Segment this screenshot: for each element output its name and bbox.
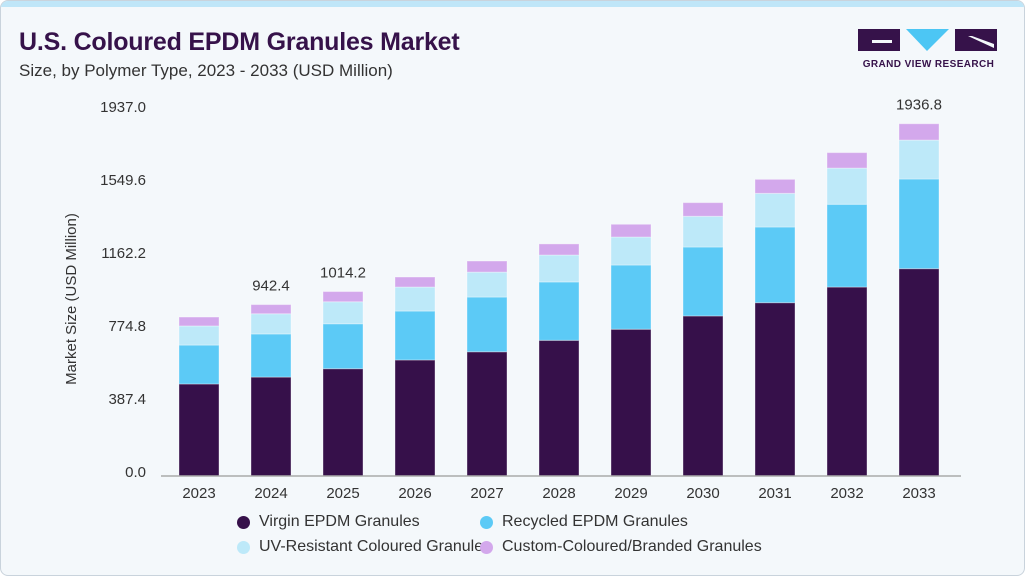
bar-segment-custom-coloured-branded-granules-2023: [178, 316, 220, 327]
data-label: 1014.2: [320, 265, 366, 282]
legend-swatch-icon: [480, 515, 493, 529]
bar-segment-custom-coloured-branded-granules-2025: [322, 291, 364, 303]
x-tick-label: 2031: [758, 485, 791, 502]
legend-item: UV-Resistant Coloured Granules: [237, 538, 491, 556]
legend-swatch-icon: [237, 540, 250, 554]
logo-text: GRAND VIEW RESEARCH: [862, 59, 995, 70]
bar-segment-recycled-epdm-granules-2029: [610, 264, 652, 330]
bar-segment-recycled-epdm-granules-2031: [754, 226, 796, 304]
bar-segment-custom-coloured-branded-granules-2027: [466, 260, 508, 273]
bar-segment-custom-coloured-branded-granules-2033: [898, 123, 940, 141]
bar-segment-uv-resistant-coloured-granules-2023: [178, 325, 220, 346]
bar-segment-uv-resistant-coloured-granules-2027: [466, 271, 508, 298]
x-tick-label: 2023: [182, 485, 215, 502]
bar-segment-uv-resistant-coloured-granules-2024: [250, 313, 292, 335]
legend-label: Recycled EPDM Granules: [502, 513, 688, 530]
bar-segment-recycled-epdm-granules-2026: [394, 310, 436, 361]
legend-swatch-icon: [237, 515, 250, 529]
logo-mark-icon: [858, 29, 997, 51]
bar-segment-virgin-epdm-granules-2027: [466, 351, 508, 477]
legend-item: Custom-Coloured/Branded Granules: [480, 538, 762, 556]
legend-item: Recycled EPDM Granules: [480, 513, 688, 531]
bar-segment-recycled-epdm-granules-2028: [538, 281, 580, 341]
bar-segment-recycled-epdm-granules-2025: [322, 323, 364, 370]
bar-segment-custom-coloured-branded-granules-2031: [754, 178, 796, 194]
y-tick-label: 774.8: [108, 318, 146, 335]
bar-segment-virgin-epdm-granules-2033: [898, 268, 940, 477]
bar-segment-uv-resistant-coloured-granules-2029: [610, 236, 652, 266]
bar-segment-custom-coloured-branded-granules-2026: [394, 276, 436, 288]
x-tick-label: 2030: [686, 485, 719, 502]
x-tick-label: 2029: [614, 485, 647, 502]
legend-item: Virgin EPDM Granules: [237, 513, 420, 531]
legend-label: Virgin EPDM Granules: [259, 513, 420, 530]
bar-segment-custom-coloured-branded-granules-2028: [538, 243, 580, 256]
y-tick-label: 1549.6: [100, 172, 146, 189]
bar-segment-custom-coloured-branded-granules-2029: [610, 223, 652, 238]
bar-segment-virgin-epdm-granules-2026: [394, 359, 436, 477]
bar-segment-virgin-epdm-granules-2029: [610, 328, 652, 477]
bar-segment-virgin-epdm-granules-2025: [322, 368, 364, 477]
chart-subtitle: Size, by Polymer Type, 2023 - 2033 (USD …: [19, 61, 393, 80]
x-tick-label: 2024: [254, 485, 287, 502]
bar-segment-recycled-epdm-granules-2030: [682, 246, 724, 317]
bar-segment-uv-resistant-coloured-granules-2033: [898, 139, 940, 180]
bar-segment-virgin-epdm-granules-2031: [754, 302, 796, 477]
data-label: 942.4: [252, 278, 290, 295]
x-tick-label: 2032: [830, 485, 863, 502]
bar-segment-recycled-epdm-granules-2032: [826, 203, 868, 288]
y-axis-label: Market Size (USD Million): [63, 213, 80, 385]
bar-segment-virgin-epdm-granules-2028: [538, 339, 580, 477]
x-tick-label: 2027: [470, 485, 503, 502]
x-tick-label: 2028: [542, 485, 575, 502]
y-tick-label: 387.4: [108, 391, 146, 408]
bar-segment-uv-resistant-coloured-granules-2030: [682, 215, 724, 248]
x-tick-label: 2033: [902, 485, 935, 502]
bar-segment-uv-resistant-coloured-granules-2025: [322, 301, 364, 325]
bar-segment-custom-coloured-branded-granules-2030: [682, 202, 724, 217]
chart-title: U.S. Coloured EPDM Granules Market: [19, 28, 460, 56]
legend-swatch-icon: [480, 540, 493, 554]
bar-segment-uv-resistant-coloured-granules-2032: [826, 167, 868, 205]
y-tick-label: 0.0: [125, 464, 146, 481]
data-label: 1936.8: [896, 97, 942, 114]
bar-segment-recycled-epdm-granules-2027: [466, 296, 508, 353]
bar-segment-uv-resistant-coloured-granules-2031: [754, 192, 796, 228]
bar-segment-virgin-epdm-granules-2024: [250, 376, 292, 477]
bar-segment-custom-coloured-branded-granules-2032: [826, 152, 868, 169]
bar-segment-virgin-epdm-granules-2032: [826, 286, 868, 477]
x-tick-label: 2025: [326, 485, 359, 502]
bar-segment-virgin-epdm-granules-2030: [682, 315, 724, 477]
x-tick-label: 2026: [398, 485, 431, 502]
y-tick-label: 1162.2: [101, 245, 146, 262]
bar-segment-custom-coloured-branded-granules-2024: [250, 304, 292, 315]
grand-view-research-logo: GRAND VIEW RESEARCH: [856, 28, 1001, 73]
bar-segment-virgin-epdm-granules-2023: [178, 383, 220, 477]
bar-segment-recycled-epdm-granules-2023: [178, 344, 220, 385]
y-tick-label: 1937.0: [100, 99, 146, 116]
bar-segment-uv-resistant-coloured-granules-2026: [394, 286, 436, 312]
legend-label: Custom-Coloured/Branded Granules: [502, 538, 762, 555]
legend-label: UV-Resistant Coloured Granules: [259, 538, 492, 555]
bar-segment-recycled-epdm-granules-2024: [250, 333, 292, 378]
top-accent-bar: [1, 1, 1024, 7]
bar-segment-recycled-epdm-granules-2033: [898, 178, 940, 270]
bar-segment-uv-resistant-coloured-granules-2028: [538, 254, 580, 283]
